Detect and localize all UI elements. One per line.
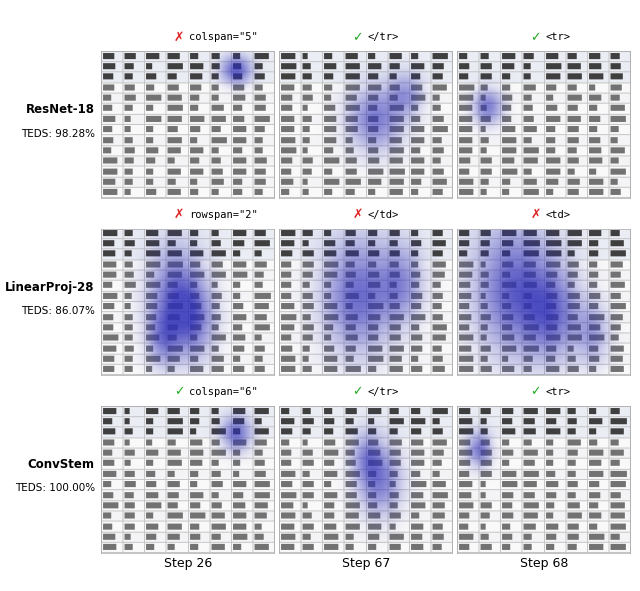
- Text: colspan="5": colspan="5": [189, 33, 258, 42]
- Text: ✗: ✗: [530, 208, 541, 221]
- Text: ✓: ✓: [530, 385, 541, 398]
- Text: <tr>: <tr>: [545, 387, 570, 397]
- Text: LinearProj-28: LinearProj-28: [5, 281, 95, 294]
- Text: TEDS: 100.00%: TEDS: 100.00%: [15, 483, 95, 493]
- Text: Step 68: Step 68: [520, 557, 568, 570]
- Text: <td>: <td>: [545, 210, 570, 219]
- Text: ✗: ✗: [174, 31, 184, 44]
- Text: ✓: ✓: [530, 31, 541, 44]
- Text: ConvStem: ConvStem: [28, 458, 95, 471]
- Text: TEDS: 98.28%: TEDS: 98.28%: [20, 129, 95, 138]
- Text: TEDS: 86.07%: TEDS: 86.07%: [21, 306, 95, 316]
- Text: Step 26: Step 26: [163, 557, 212, 570]
- Text: ResNet-18: ResNet-18: [26, 103, 95, 116]
- Text: rowspan="2": rowspan="2": [189, 210, 258, 219]
- Text: </tr>: </tr>: [367, 33, 398, 42]
- Text: ✓: ✓: [352, 31, 362, 44]
- Text: Step 67: Step 67: [342, 557, 390, 570]
- Text: <tr>: <tr>: [545, 33, 570, 42]
- Text: </td>: </td>: [367, 210, 398, 219]
- Text: ✓: ✓: [352, 385, 362, 398]
- Text: colspan="6": colspan="6": [189, 387, 258, 397]
- Text: ✓: ✓: [174, 385, 184, 398]
- Text: ✗: ✗: [174, 208, 184, 221]
- Text: </tr>: </tr>: [367, 387, 398, 397]
- Text: ✗: ✗: [352, 208, 362, 221]
